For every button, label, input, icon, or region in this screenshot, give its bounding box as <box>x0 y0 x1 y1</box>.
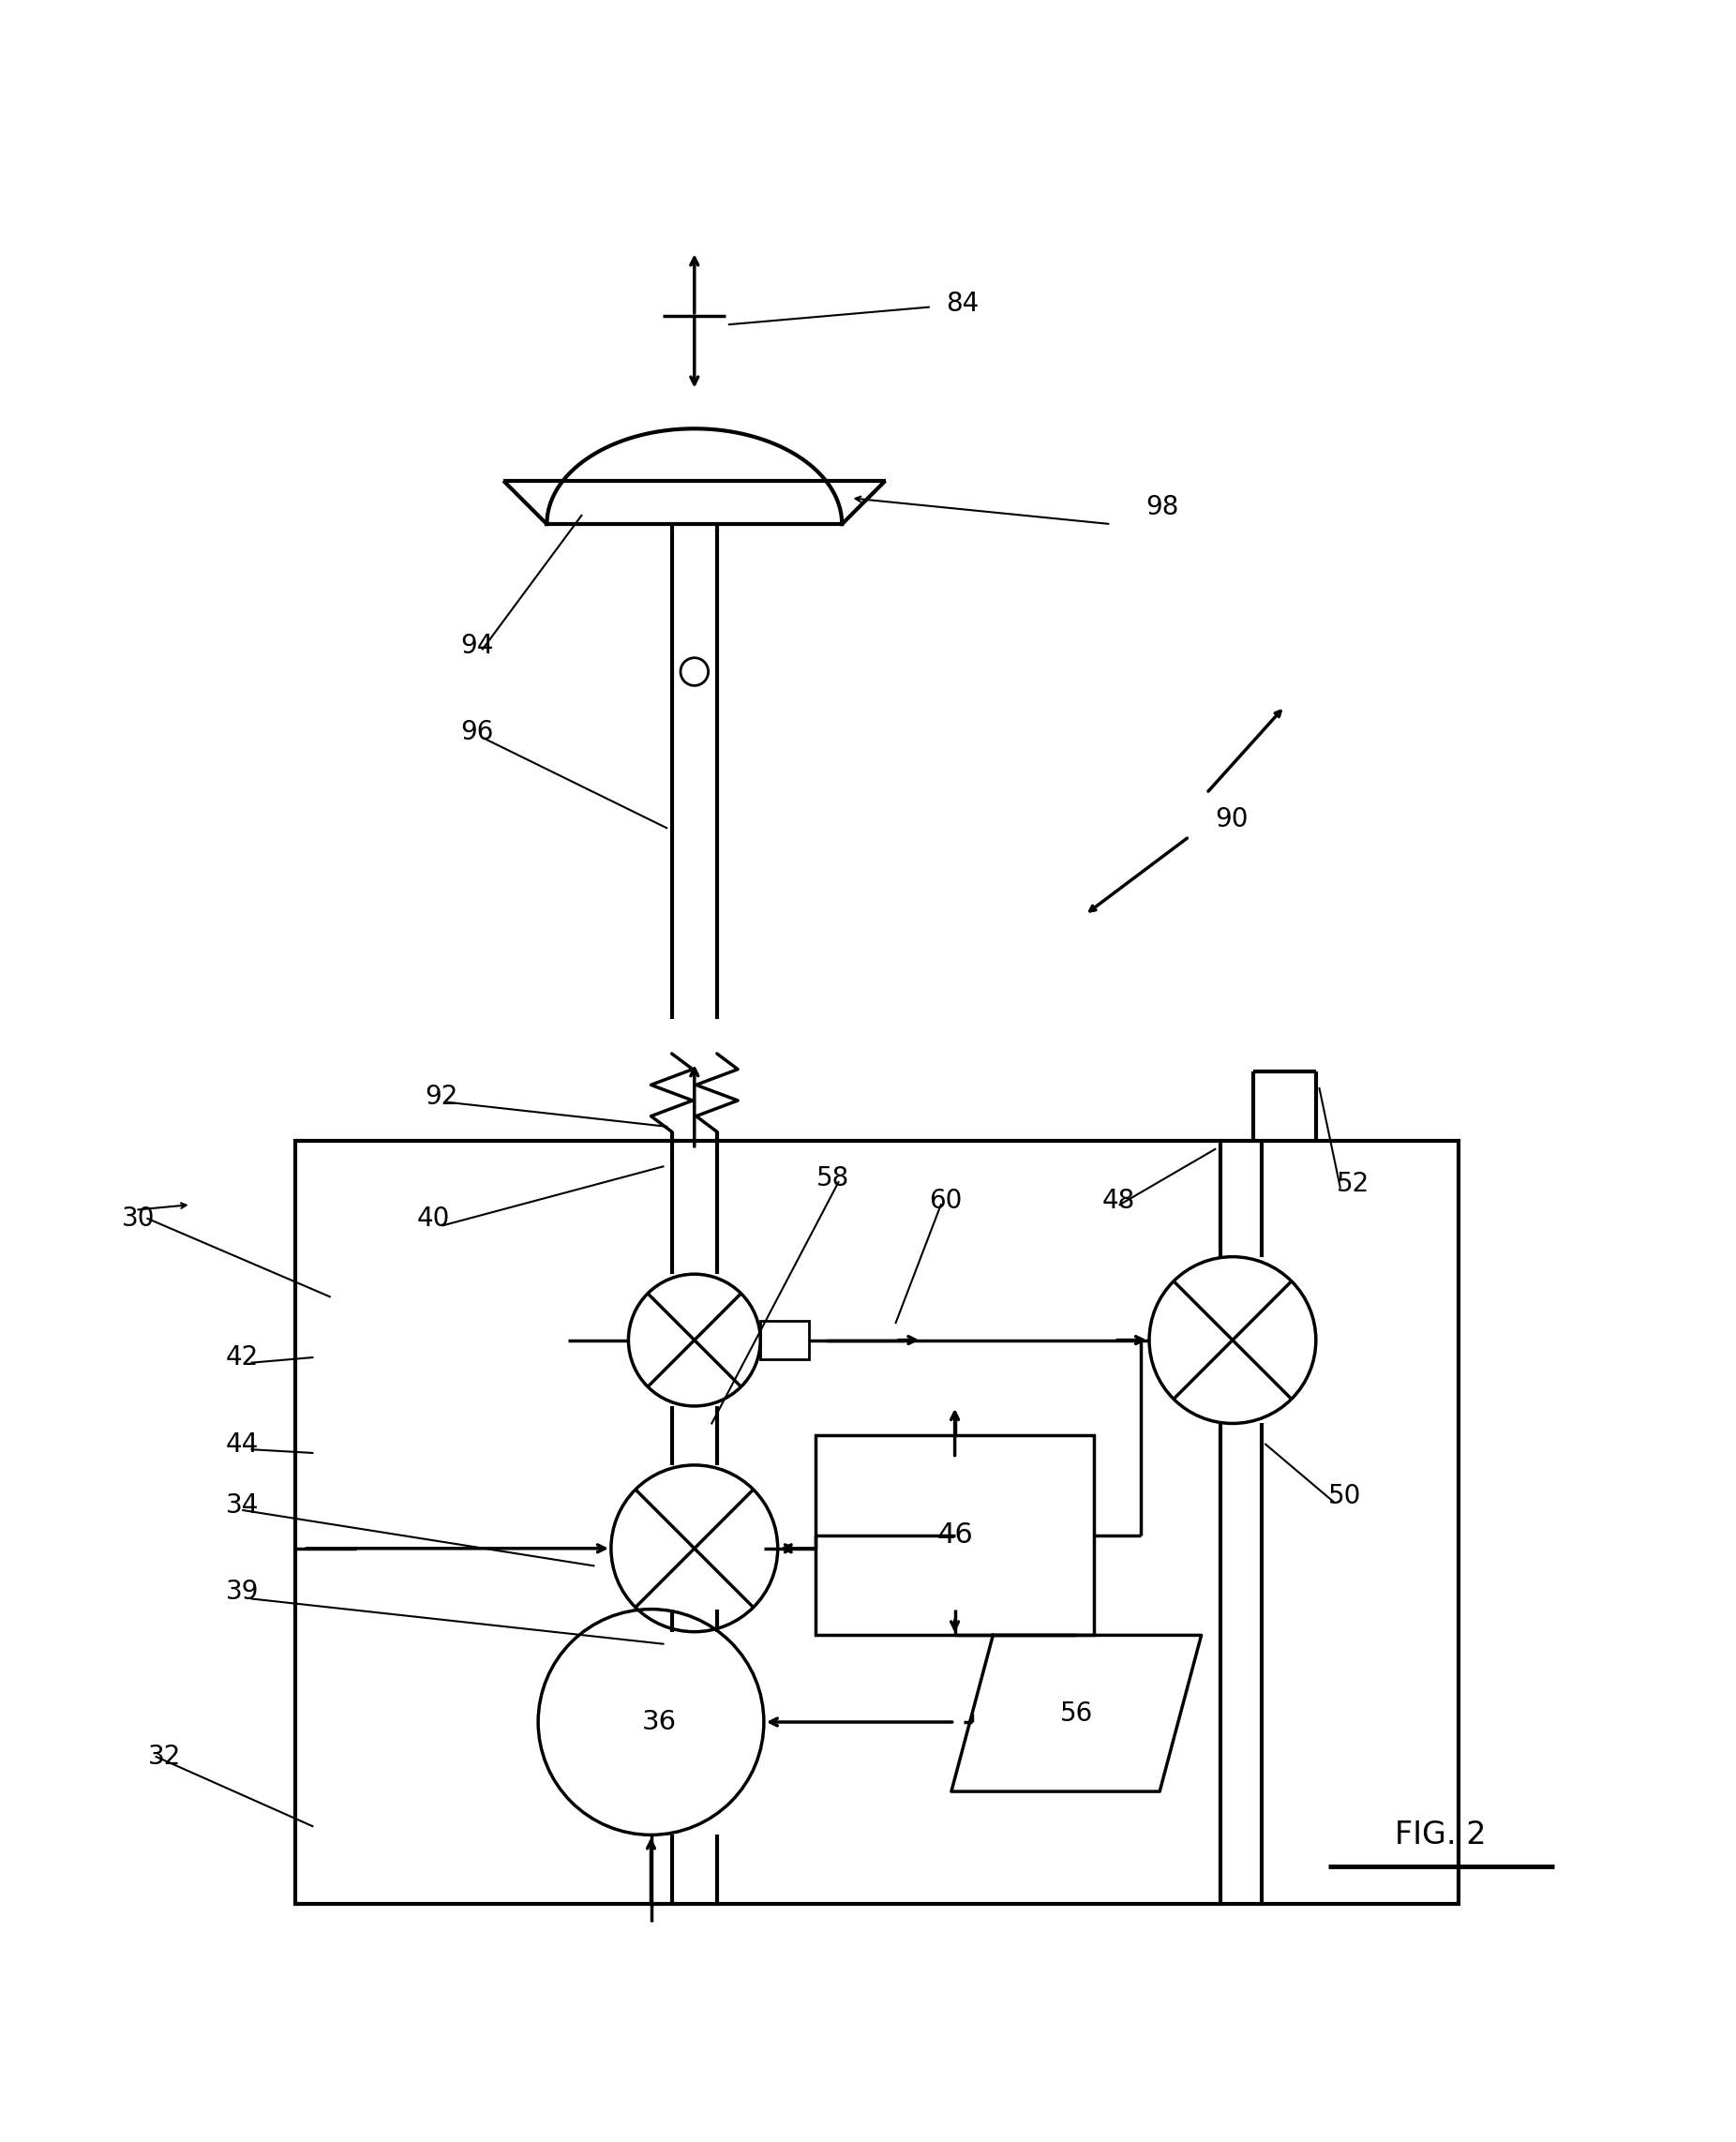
Text: 39: 39 <box>226 1579 259 1604</box>
Text: FIG. 2: FIG. 2 <box>1396 1819 1486 1851</box>
Text: 60: 60 <box>929 1189 962 1215</box>
Text: 84: 84 <box>946 291 979 317</box>
Bar <box>816 1435 1094 1634</box>
Bar <box>760 1322 809 1360</box>
Text: 30: 30 <box>122 1206 155 1232</box>
Text: 48: 48 <box>1102 1189 1135 1215</box>
Text: 90: 90 <box>1215 805 1248 833</box>
Text: 44: 44 <box>226 1431 259 1457</box>
Text: 50: 50 <box>1328 1482 1361 1510</box>
Text: 32: 32 <box>148 1744 181 1769</box>
Text: 34: 34 <box>226 1491 259 1519</box>
Text: 40: 40 <box>417 1206 450 1232</box>
Text: 52: 52 <box>1337 1172 1370 1197</box>
Text: 94: 94 <box>460 632 493 660</box>
Text: 36: 36 <box>642 1709 677 1735</box>
Text: 46: 46 <box>937 1521 972 1549</box>
Text: 56: 56 <box>1059 1701 1094 1726</box>
Bar <box>295 1140 1458 1904</box>
Text: 96: 96 <box>460 720 493 745</box>
Text: 42: 42 <box>226 1345 259 1371</box>
Text: 98: 98 <box>1146 493 1179 521</box>
Text: 92: 92 <box>425 1084 458 1110</box>
Text: 58: 58 <box>816 1165 849 1191</box>
